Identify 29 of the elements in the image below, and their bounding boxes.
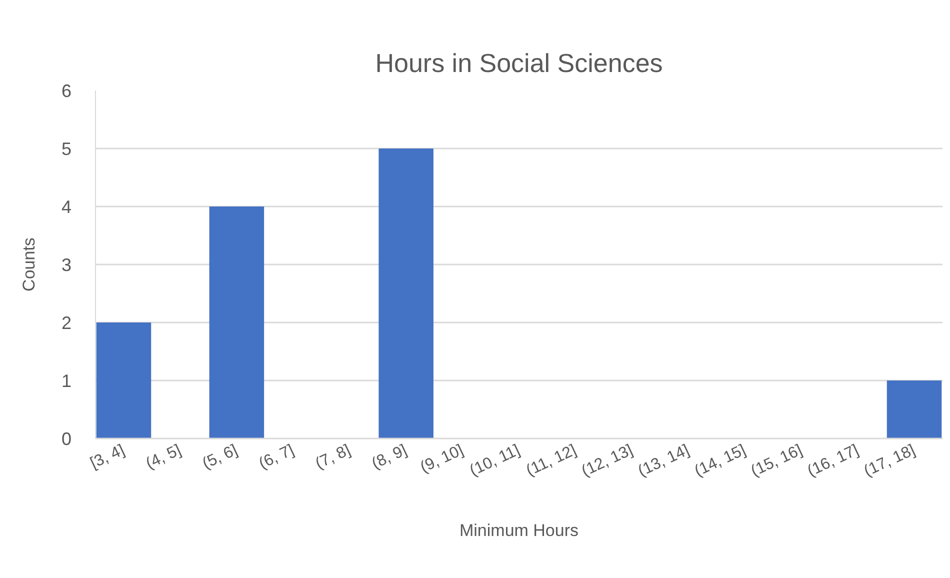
x-tick-label: (15, 16] (748, 442, 805, 480)
y-tick-label: 6 (61, 81, 72, 101)
y-tick-label: 1 (61, 371, 72, 391)
x-tick-label: (16, 17] (805, 442, 862, 480)
x-tick-label: [3, 4] (88, 442, 128, 472)
x-tick-label: (4, 5] (144, 442, 184, 473)
x-tick-label: (11, 12] (524, 442, 580, 480)
x-tick-label: (8, 9] (369, 442, 410, 473)
y-axis-title: Counts (19, 238, 38, 292)
y-tick-label: 2 (61, 313, 72, 333)
y-tick-label: 3 (61, 255, 72, 275)
x-tick-label: (7, 8] (312, 442, 354, 473)
chart-title: Hours in Social Sciences (375, 48, 663, 78)
x-tick-label: (5, 6] (200, 442, 240, 473)
y-tick-label: 0 (61, 429, 72, 449)
bar (209, 206, 264, 438)
x-tick-label: (13, 14] (636, 442, 692, 480)
x-tick-label: (12, 13] (579, 442, 636, 480)
y-tick-label: 4 (61, 197, 72, 217)
x-axis-title: Minimum Hours (459, 520, 579, 540)
bar (378, 148, 434, 438)
x-tick-label: (17, 18] (862, 442, 918, 480)
x-tick-label: (14, 15] (692, 442, 748, 480)
x-tick-label: (9, 10] (418, 442, 466, 476)
bar (886, 380, 942, 438)
x-tick-label: (6, 7] (256, 442, 297, 473)
x-tick-label: (10, 11] (467, 442, 523, 480)
bar (96, 322, 152, 438)
y-tick-label: 5 (61, 139, 72, 159)
